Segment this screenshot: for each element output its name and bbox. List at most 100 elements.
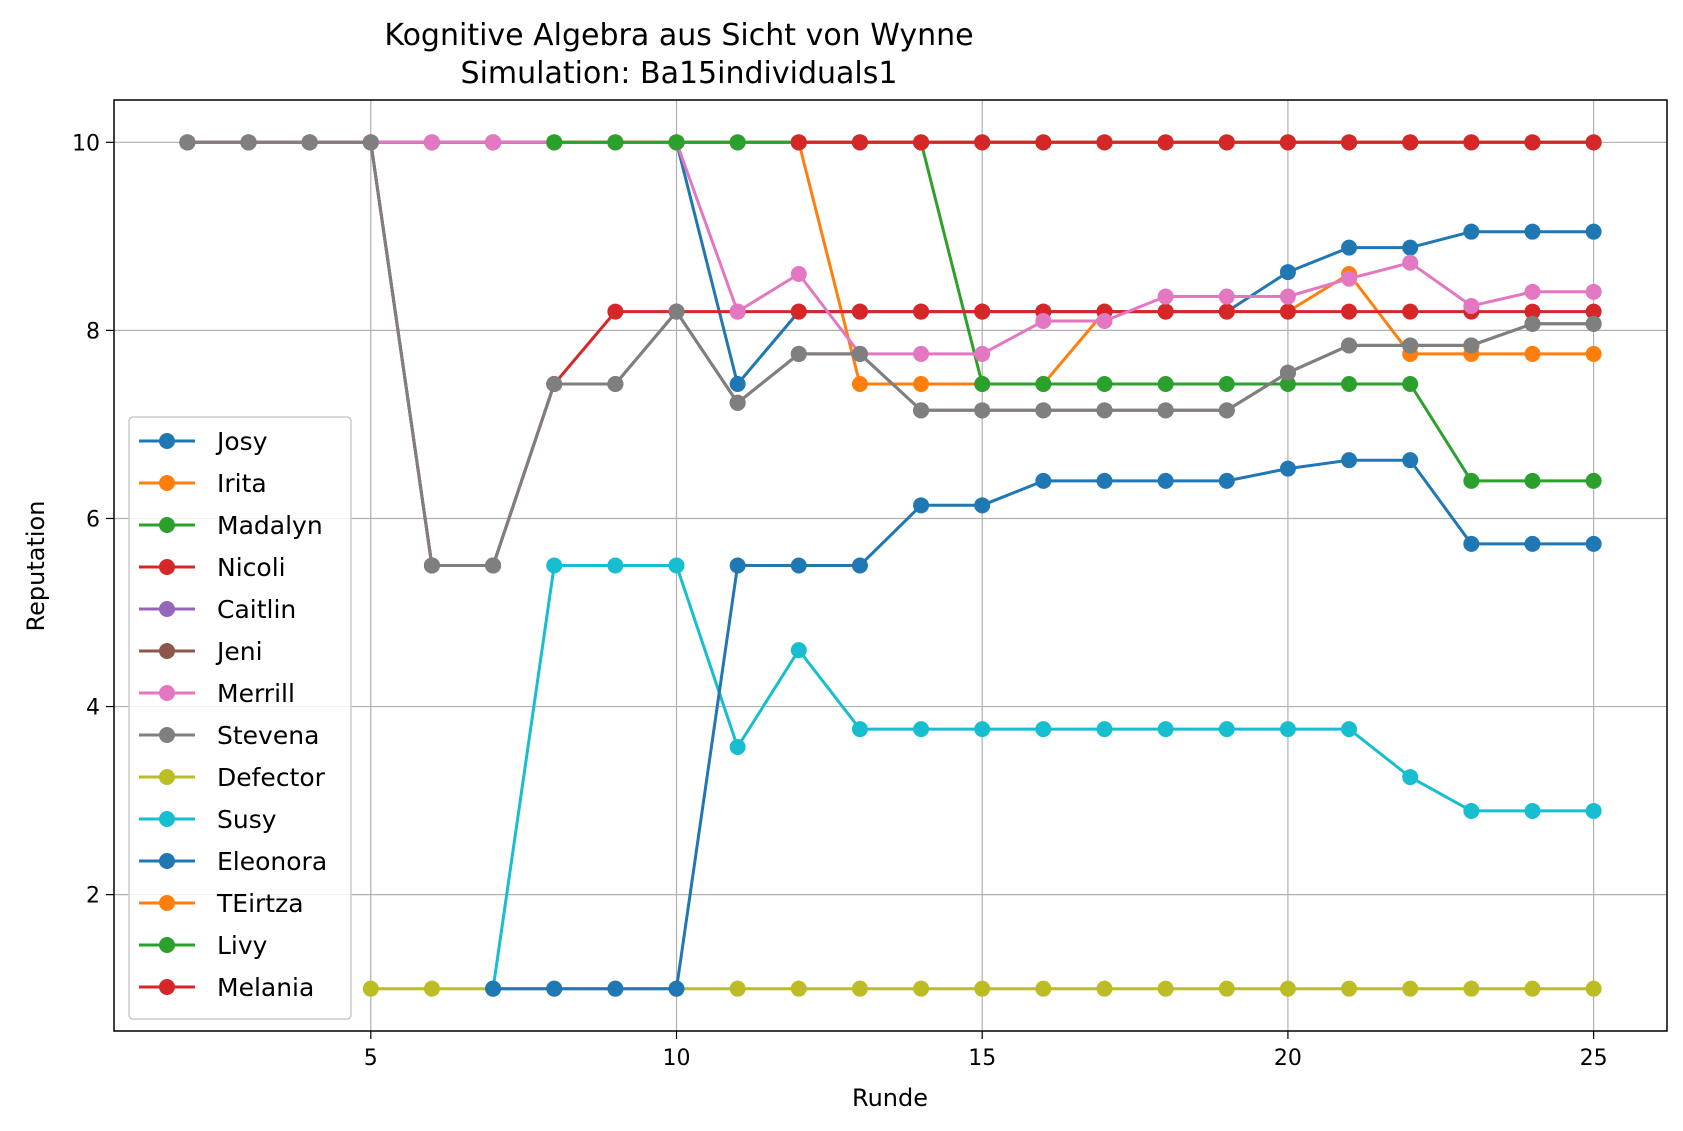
legend-marker xyxy=(159,685,175,701)
data-point xyxy=(1035,721,1052,738)
legend-label: Madalyn xyxy=(217,511,323,540)
x-tick-label: 5 xyxy=(364,1046,378,1071)
chart-subtitle: Simulation: Ba15individuals1 xyxy=(461,56,898,91)
legend-label: Eleonora xyxy=(217,847,327,876)
data-point xyxy=(1341,980,1358,997)
data-point xyxy=(1279,134,1296,151)
data-point xyxy=(1402,134,1419,151)
data-point xyxy=(1402,303,1419,320)
legend-label: Josy xyxy=(215,427,268,456)
data-point xyxy=(790,303,807,320)
chart-title: Kognitive Algebra aus Sicht von Wynne xyxy=(384,18,973,53)
legend-label: Melania xyxy=(217,973,314,1002)
series-group xyxy=(179,134,1602,997)
data-point xyxy=(1035,376,1052,393)
legend-item: Melania xyxy=(139,973,314,1002)
legend-item: Josy xyxy=(139,427,268,456)
data-point xyxy=(362,134,379,151)
legend-marker xyxy=(159,727,175,743)
data-point xyxy=(1279,303,1296,320)
legend-label: Susy xyxy=(217,805,277,834)
data-point xyxy=(851,557,868,574)
data-point xyxy=(1096,980,1113,997)
legend-box xyxy=(128,416,352,1020)
data-point xyxy=(1524,223,1541,240)
data-point xyxy=(974,497,991,514)
legend-marker xyxy=(159,853,175,869)
legend-marker xyxy=(159,895,175,911)
data-point xyxy=(1585,802,1602,819)
data-point xyxy=(668,134,685,151)
data-point xyxy=(790,980,807,997)
data-point xyxy=(1524,303,1541,320)
data-point xyxy=(790,265,807,282)
data-point xyxy=(546,557,563,574)
data-point xyxy=(1524,535,1541,552)
legend-item: Livy xyxy=(139,931,268,960)
y-axis-label: Reputation xyxy=(22,501,50,632)
data-point xyxy=(1157,980,1174,997)
data-point xyxy=(729,394,746,411)
data-point xyxy=(1524,472,1541,489)
data-point xyxy=(1402,239,1419,256)
data-point xyxy=(1279,376,1296,393)
data-point xyxy=(1524,134,1541,151)
legend-item: Merrill xyxy=(139,679,295,708)
data-point xyxy=(1341,134,1358,151)
data-point xyxy=(974,345,991,362)
data-point xyxy=(1585,980,1602,997)
legend-item: Madalyn xyxy=(139,511,323,540)
data-point xyxy=(1585,345,1602,362)
data-point xyxy=(1402,376,1419,393)
data-point xyxy=(1463,472,1480,489)
data-point xyxy=(668,303,685,320)
y-tick-label: 4 xyxy=(86,696,100,721)
data-point xyxy=(1341,337,1358,354)
data-point xyxy=(790,134,807,151)
data-point xyxy=(607,980,624,997)
data-point xyxy=(1341,270,1358,287)
data-point xyxy=(1279,980,1296,997)
data-point xyxy=(1463,535,1480,552)
legend-label: Irita xyxy=(217,469,267,498)
data-point xyxy=(1524,283,1541,300)
data-point xyxy=(851,134,868,151)
data-point xyxy=(974,980,991,997)
legend-label: TEirtza xyxy=(216,889,304,918)
legend-marker xyxy=(159,811,175,827)
data-point xyxy=(974,134,991,151)
legend-label: Caitlin xyxy=(217,595,296,624)
data-point xyxy=(1463,802,1480,819)
data-point xyxy=(790,642,807,659)
data-point xyxy=(1157,472,1174,489)
data-point xyxy=(1035,472,1052,489)
data-point xyxy=(1585,303,1602,320)
legend-marker xyxy=(159,769,175,785)
data-point xyxy=(1096,134,1113,151)
legend-label: Defector xyxy=(217,763,326,792)
y-tick-label: 2 xyxy=(86,884,100,909)
legend-label: Stevena xyxy=(217,721,319,750)
data-point xyxy=(1463,980,1480,997)
data-point xyxy=(974,721,991,738)
data-point xyxy=(790,557,807,574)
data-point xyxy=(1463,337,1480,354)
data-point xyxy=(1096,721,1113,738)
data-point xyxy=(790,345,807,362)
data-point xyxy=(1279,364,1296,381)
series-susy xyxy=(485,557,1602,997)
legend-marker xyxy=(159,559,175,575)
data-point xyxy=(1585,472,1602,489)
data-point xyxy=(1463,134,1480,151)
data-point xyxy=(1279,288,1296,305)
data-point xyxy=(913,303,930,320)
data-point xyxy=(668,557,685,574)
data-point xyxy=(607,557,624,574)
data-point xyxy=(1279,460,1296,477)
data-point xyxy=(1402,337,1419,354)
legend: Josy Irita Madalyn Nicoli Caitlin Jeni Merrill… xyxy=(128,416,352,1020)
data-point xyxy=(729,738,746,755)
data-point xyxy=(913,402,930,419)
data-point xyxy=(301,134,318,151)
data-point xyxy=(1402,769,1419,786)
